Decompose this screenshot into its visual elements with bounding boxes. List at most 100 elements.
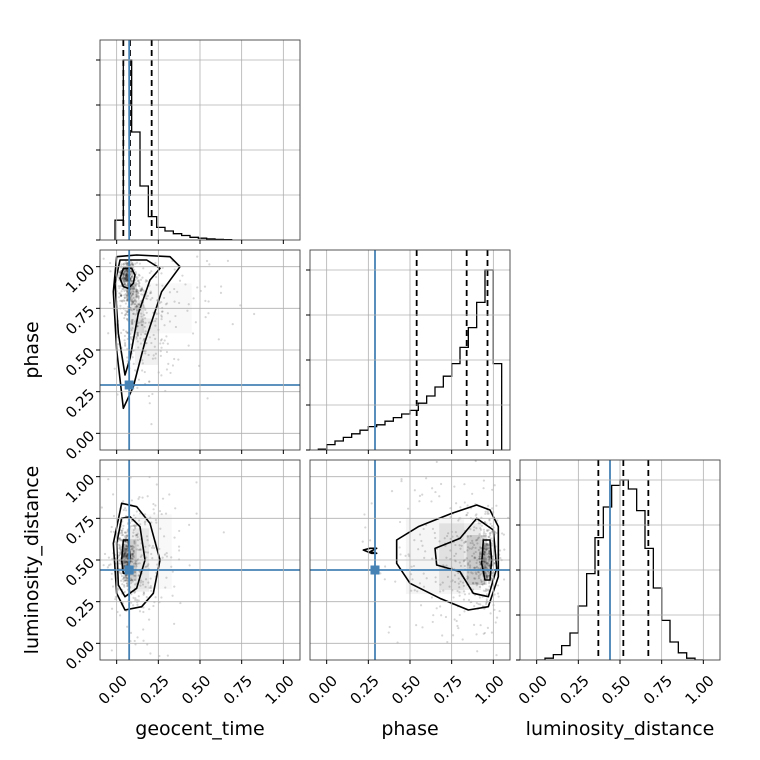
sample-point — [136, 636, 139, 639]
sample-point — [137, 599, 140, 602]
sample-point — [135, 533, 138, 537]
sample-point — [130, 579, 133, 582]
sample-point — [474, 566, 477, 569]
histogram-geocent_time — [114, 59, 233, 240]
sample-point — [124, 536, 127, 539]
hist-panel-geocent_time — [114, 40, 233, 240]
sample-point — [137, 292, 140, 295]
sample-point — [475, 601, 478, 605]
sample-point — [142, 610, 145, 614]
sample-point — [131, 552, 134, 555]
sample-point — [134, 271, 137, 274]
sample-point — [446, 575, 450, 579]
sample-point — [493, 530, 497, 534]
sample-point — [480, 528, 483, 531]
sample-point — [130, 601, 133, 604]
sample-point — [483, 556, 486, 559]
contour — [480, 539, 493, 581]
sample-point — [144, 280, 147, 283]
sample-point — [455, 619, 458, 623]
sample-point — [124, 575, 127, 578]
sample-point — [122, 524, 125, 527]
y-tick-label: 1.00 — [62, 260, 98, 296]
x-tick-label: 0.50 — [178, 672, 214, 708]
sample-point — [148, 380, 151, 383]
sample-point — [151, 544, 155, 548]
sample-point — [139, 548, 142, 551]
sample-point — [130, 294, 133, 297]
sample-point — [122, 554, 126, 557]
sample-point — [122, 547, 126, 550]
sample-point — [125, 547, 128, 550]
sample-point — [120, 531, 123, 534]
sample-point — [487, 535, 490, 538]
sample-point — [474, 550, 477, 554]
sample-point — [132, 524, 136, 527]
sample-point — [488, 518, 491, 521]
sample-point — [478, 585, 482, 589]
sample-point — [126, 584, 129, 587]
sample-point — [132, 531, 135, 534]
sample-point — [125, 273, 128, 276]
sample-point — [174, 507, 177, 510]
sample-point — [130, 303, 133, 306]
sample-point — [454, 580, 457, 584]
sample-point — [141, 359, 144, 362]
sample-point — [163, 324, 166, 327]
sample-point — [129, 277, 133, 280]
sample-point — [491, 488, 494, 491]
sample-point — [131, 279, 134, 283]
sample-point — [134, 305, 137, 309]
sample-point — [482, 487, 485, 490]
sample-point — [479, 551, 482, 554]
sample-point — [137, 346, 140, 349]
sample-point — [483, 552, 486, 555]
sample-point — [118, 292, 121, 295]
sample-point — [421, 626, 424, 629]
x-axis-label: phase — [381, 718, 438, 740]
sample-point — [129, 308, 132, 311]
sample-point — [130, 519, 134, 522]
sample-point — [486, 529, 489, 532]
sample-point — [142, 591, 145, 594]
sample-point — [120, 299, 123, 302]
sample-point — [126, 561, 129, 564]
sample-point — [154, 504, 157, 507]
sample-point — [523, 556, 525, 558]
sample-point — [118, 537, 121, 541]
sample-point — [121, 583, 124, 586]
sample-point — [119, 285, 122, 288]
sample-point — [130, 279, 134, 283]
sample-point — [484, 574, 487, 578]
sample-point — [469, 528, 472, 531]
sample-point — [133, 541, 136, 544]
sample-point — [138, 610, 142, 613]
sample-point — [125, 560, 128, 564]
sample-point — [502, 533, 506, 536]
sample-point — [123, 585, 126, 588]
sample-point — [149, 292, 152, 295]
sample-point — [192, 297, 195, 300]
sample-point — [473, 566, 476, 569]
sample-point — [493, 484, 496, 487]
sample-point — [131, 262, 134, 266]
sample-point — [485, 566, 488, 569]
sample-point — [160, 272, 163, 275]
sample-point — [103, 552, 107, 556]
sample-point — [132, 300, 136, 303]
sample-point — [123, 314, 127, 317]
sample-point — [130, 276, 133, 279]
sample-point — [486, 556, 489, 559]
sample-point — [102, 564, 105, 567]
sample-point — [121, 277, 124, 280]
sample-point — [146, 279, 149, 283]
sample-point — [458, 594, 461, 597]
sample-point — [465, 557, 468, 560]
sample-point — [134, 262, 137, 265]
sample-point — [125, 273, 128, 276]
sample-point — [486, 562, 489, 565]
sample-point — [501, 532, 504, 535]
sample-point — [141, 583, 145, 586]
sample-point — [146, 643, 149, 646]
sample-point — [476, 537, 480, 540]
